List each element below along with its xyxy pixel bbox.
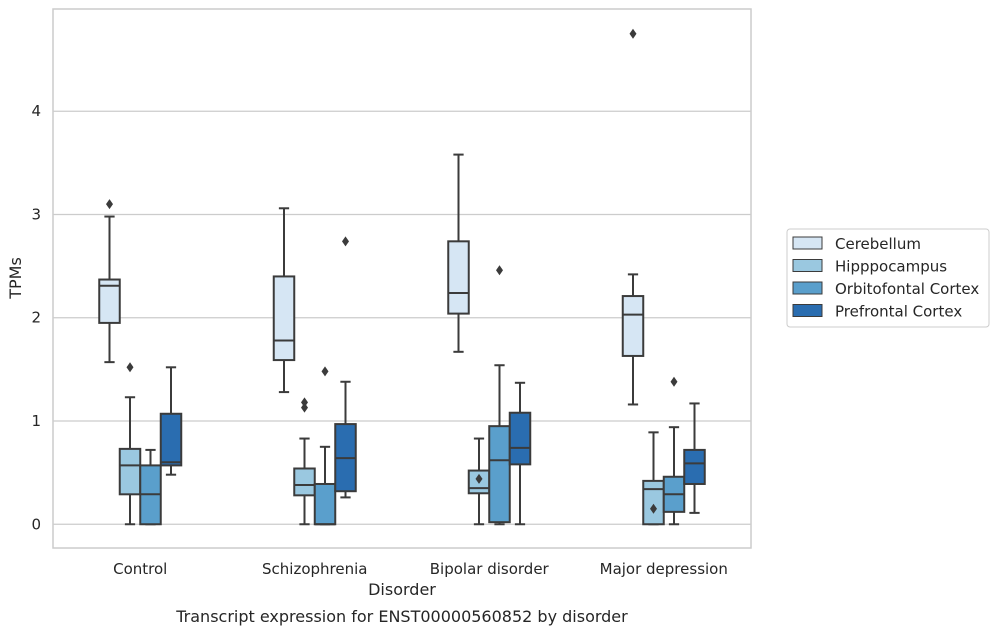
outlier-point <box>106 199 113 210</box>
outlier-point <box>650 503 657 514</box>
box-group <box>118 362 142 526</box>
x-axis-title: Disorder <box>368 580 436 599</box>
box-group <box>447 153 470 353</box>
legend-label: Orbitofontal Cortex <box>835 280 979 298</box>
box-group <box>293 397 316 526</box>
box-group <box>467 437 491 526</box>
outlier-point <box>126 362 134 373</box>
box-group <box>313 366 337 526</box>
outlier-point <box>301 402 308 413</box>
box-group <box>159 366 183 476</box>
legend-label: Cerebellum <box>835 235 921 253</box>
x-tick-label: Schizophrenia <box>262 560 367 578</box>
legend-swatch <box>792 281 823 295</box>
box-group <box>662 376 686 526</box>
outlier-point <box>342 236 349 247</box>
legend-label: Prefrontal Cortex <box>835 303 962 321</box>
y-tick-label: 0 <box>31 515 41 533</box>
y-axis-title: TPMs <box>6 257 25 300</box>
legend-frame <box>786 228 990 328</box>
box-body <box>488 425 511 524</box>
y-tick-label: 1 <box>31 412 41 430</box>
box-body <box>118 447 142 496</box>
legend-swatch <box>792 236 823 250</box>
x-tick-label: Control <box>113 560 167 578</box>
box-group <box>642 431 665 526</box>
box-body <box>508 411 532 466</box>
y-tick-label: 2 <box>31 309 41 327</box>
x-tick-labels: Control Schizophrenia Bipolar disorder Majo… <box>113 560 728 578</box>
legend-swatch <box>792 304 823 317</box>
box-body <box>447 240 470 315</box>
x-tick-label: Bipolar disorder <box>430 560 550 578</box>
box-body <box>272 275 296 362</box>
box-group <box>508 381 532 526</box>
box-group <box>139 448 162 526</box>
outlier-point <box>629 28 637 39</box>
box-group <box>683 402 706 514</box>
x-tick-label: Major depression <box>600 560 728 578</box>
outlier-point <box>496 265 503 276</box>
box-group <box>621 28 645 406</box>
plot-boxes <box>98 28 706 526</box>
box-body <box>642 479 665 526</box>
outlier-point <box>475 473 483 484</box>
plot-frame <box>52 8 752 549</box>
y-tick-label: 3 <box>31 205 41 223</box>
box-body <box>621 295 645 357</box>
box-body <box>293 467 316 497</box>
grid-lines <box>53 110 751 525</box>
legend: Cerebellum Hipppocampus Orbitofontal Corte… <box>786 228 990 328</box>
y-tick-label: 4 <box>31 102 41 120</box>
outlier-point <box>301 397 308 408</box>
box-body <box>159 412 183 467</box>
chart-caption: Transcript expression for ENST0000056085… <box>175 607 628 626</box>
outlier-point <box>670 376 678 387</box>
y-tick-labels: 0 1 2 3 4 <box>31 102 41 533</box>
box-group <box>272 207 296 394</box>
box-body <box>683 448 706 485</box>
box-body <box>313 482 337 526</box>
box-body <box>98 278 121 324</box>
box-group <box>488 265 511 526</box>
box-group <box>98 199 121 364</box>
box-group <box>334 236 357 499</box>
outlier-point <box>321 366 329 377</box>
legend-swatch <box>792 259 823 272</box>
legend-label: Hipppocampus <box>835 258 947 276</box>
